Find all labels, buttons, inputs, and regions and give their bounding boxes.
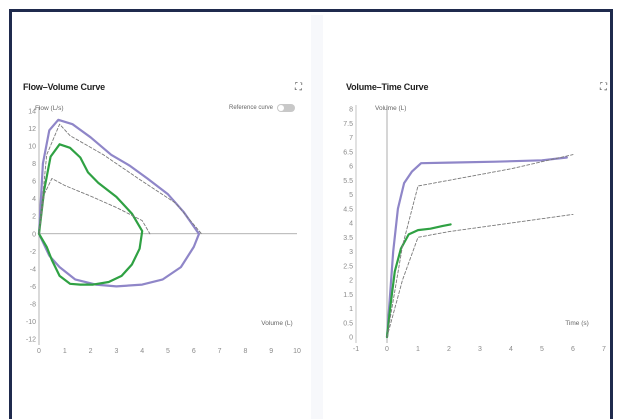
y-axis-label: Volume (L) [375, 105, 406, 112]
x-tick-label: 10 [293, 348, 301, 355]
y-tick-label: 5.5 [343, 178, 353, 185]
series-line-2 [385, 223, 452, 339]
y-tick-label: 14 [28, 109, 36, 116]
flow-volume-title: Flow–Volume Curve [23, 82, 105, 92]
x-tick-label: 2 [89, 348, 93, 355]
y-tick-label: -8 [30, 301, 36, 308]
y-tick-label: 6 [32, 179, 36, 186]
volume-time-title: Volume–Time Curve [346, 82, 429, 92]
x-tick-label: 3 [478, 346, 482, 353]
y-tick-label: 7 [349, 135, 353, 142]
y-tick-label: 6.5 [343, 149, 353, 156]
reference-curve-toggle-wrap: Reference curve [229, 104, 296, 112]
x-tick-label: -1 [353, 346, 359, 353]
volume-time-panel: Volume–Time Curve ⛶ [323, 15, 613, 419]
x-tick-label: 1 [416, 346, 420, 353]
y-tick-label: 4 [349, 221, 353, 228]
x-axis-label: Time (s) [565, 320, 589, 327]
dashboard-frame: Flow–Volume Curve ⛶ Reference curve Volu… [9, 9, 613, 419]
series-line-3 [38, 123, 202, 235]
y-tick-label: -2 [30, 249, 36, 256]
x-tick-label: 2 [447, 346, 451, 353]
x-tick-label: 6 [571, 346, 575, 353]
series-line-4 [386, 213, 574, 338]
expand-icon[interactable]: ⛶ [295, 82, 302, 93]
series-line-4 [38, 178, 151, 235]
charts-svg: 0 1 2 3 4 5 6 7 8 9 10-12-10-8-6-4-202468101214Vol… [26, 105, 606, 355]
x-tick-label: 5 [540, 346, 544, 353]
y-tick-label: 12 [28, 126, 36, 133]
y-tick-label: 7.5 [343, 121, 353, 128]
y-tick-label: 6 [349, 164, 353, 171]
x-tick-label: 4 [140, 348, 144, 355]
y-tick-label: -4 [30, 266, 36, 273]
series-line-2 [37, 143, 144, 286]
y-tick-label: 0 [32, 231, 36, 238]
x-tick-label: 6 [192, 348, 196, 355]
flow-volume-panel: Flow–Volume Curve ⛶ Reference curve [15, 15, 311, 419]
x-axis-label: Volume (L) [261, 320, 292, 327]
y-tick-label: 3.5 [343, 235, 353, 242]
series-line-3 [386, 154, 574, 338]
x-tick-label: 0 [385, 346, 389, 353]
y-tick-label: 8 [32, 161, 36, 168]
x-tick-label: 7 [218, 348, 222, 355]
x-tick-label: 7 [602, 346, 606, 353]
panel-divider [311, 15, 323, 419]
y-tick-label: 10 [28, 144, 36, 151]
x-tick-label: 3 [114, 348, 118, 355]
y-tick-label: 4.5 [343, 206, 353, 213]
reference-curve-label: Reference curve [229, 105, 274, 111]
y-tick-label: 3 [349, 249, 353, 256]
y-tick-label: 2 [349, 278, 353, 285]
y-tick-label: 4 [32, 196, 36, 203]
x-tick-label: 9 [269, 348, 273, 355]
y-tick-label: 8 [349, 107, 353, 114]
y-tick-label: -12 [26, 337, 36, 344]
y-tick-label: -10 [26, 319, 36, 326]
y-tick-label: 1.5 [343, 292, 353, 299]
x-tick-label: 4 [509, 346, 513, 353]
x-tick-label: 1 [63, 348, 67, 355]
y-tick-label: 2.5 [343, 263, 353, 270]
x-tick-label: 8 [243, 348, 247, 355]
expand-icon[interactable]: ⛶ [600, 82, 607, 93]
reference-curve-toggle[interactable] [277, 104, 296, 112]
series-line-1 [385, 156, 568, 339]
y-tick-label: -6 [30, 284, 36, 291]
y-tick-label: 0 [349, 335, 353, 342]
y-tick-label: 0.5 [343, 320, 353, 327]
toggle-knob [278, 105, 285, 111]
x-tick-label: 5 [166, 348, 170, 355]
y-axis-label: Flow (L/s) [35, 105, 64, 112]
y-tick-label: 2 [32, 214, 36, 221]
x-tick-label: 0 [37, 348, 41, 355]
y-tick-label: 1 [349, 306, 353, 313]
series-line-1 [37, 118, 201, 288]
y-tick-label: 5 [349, 192, 353, 199]
